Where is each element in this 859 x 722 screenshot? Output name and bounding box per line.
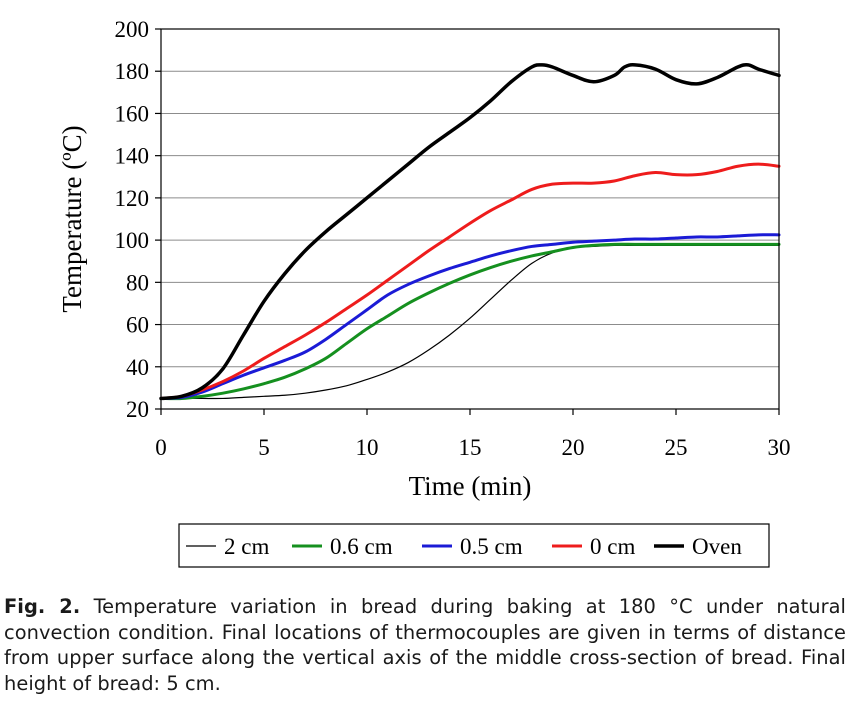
x-tick-label: 20: [562, 435, 585, 460]
y-tick-label: 100: [115, 228, 150, 253]
series-line-0-cm: [159, 162, 781, 400]
y-tick-label: 20: [126, 397, 149, 422]
y-tick-label: 140: [115, 144, 150, 169]
series-line-oven: [159, 63, 781, 401]
gridlines: [161, 70, 779, 368]
y-axis-title: Temperature (ºC): [57, 125, 87, 312]
series-lines: [159, 63, 781, 401]
series-line-0-5-cm: [159, 233, 781, 400]
legend-label-0-6-cm: 0.6 cm: [330, 534, 393, 559]
y-tick-label: 40: [126, 355, 149, 380]
legend-label-oven: Oven: [692, 534, 742, 559]
x-tick-label: 25: [665, 435, 688, 460]
y-tick-label: 200: [115, 17, 150, 42]
y-tick-label: 120: [115, 186, 150, 211]
plot-area-frame: [160, 28, 780, 410]
legend-label-0-cm: 0 cm: [590, 534, 635, 559]
x-tick-label: 30: [768, 435, 791, 460]
x-tick-label: 15: [459, 435, 482, 460]
y-tick-label: 180: [115, 59, 150, 84]
legend-items: 2 cm 0.6 cm 0.5 cm 0 cm Oven: [186, 534, 742, 559]
chart-container: 20 40 60 80 100 120 140 160 180 200 0 5 10 15 20 25 30 T…: [57, 17, 791, 568]
figure-caption: Fig. 2. Temperature variation in bread d…: [4, 594, 846, 696]
series-line-0-6-cm: [159, 242, 781, 401]
legend: 2 cm 0.6 cm 0.5 cm 0 cm Oven: [178, 523, 770, 568]
series-line-2-cm: [160, 244, 780, 400]
legend-label-0-5-cm: 0.5 cm: [460, 534, 523, 559]
caption-text: Temperature variation in bread during ba…: [4, 595, 846, 695]
y-tick-label: 160: [115, 101, 150, 126]
legend-label-2-cm: 2 cm: [224, 534, 269, 559]
axis-ticks: 20 40 60 80 100 120 140 160 180 200 0 5 10 15 20 25 30: [115, 17, 791, 460]
y-tick-label: 80: [126, 270, 149, 295]
x-tick-label: 5: [258, 435, 270, 460]
x-axis-title: Time (min): [409, 471, 532, 501]
caption-figure-label: Fig. 2.: [4, 595, 81, 618]
temperature-chart: 20 40 60 80 100 120 140 160 180 200 0 5 10 15 20 25 30 T…: [57, 17, 791, 568]
x-tick-label: 10: [356, 435, 379, 460]
y-tick-label: 60: [126, 313, 149, 338]
x-tick-label: 0: [155, 435, 167, 460]
